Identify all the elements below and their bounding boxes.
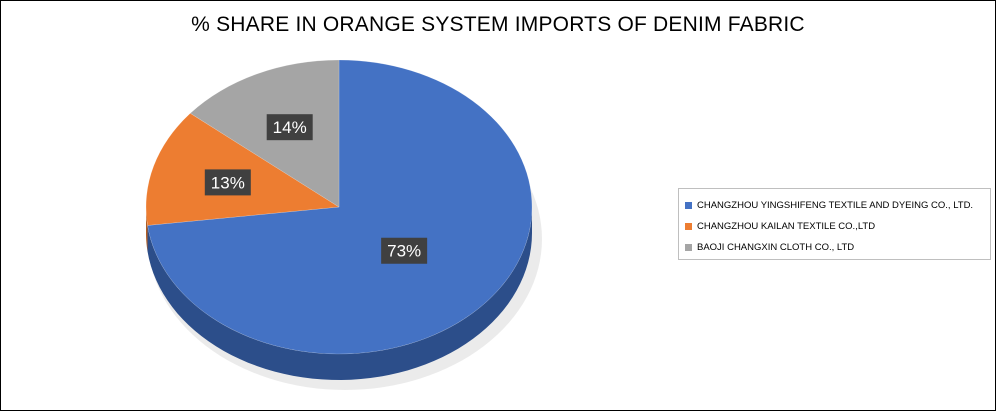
chart-legend: CHANGZHOU YINGSHIFENG TEXTILE AND DYEING…	[678, 188, 991, 260]
data-label-box-1	[381, 237, 428, 264]
legend-swatch-2	[685, 223, 692, 230]
legend-label-3: BAOJI CHANGXIN CLOTH CO., LTD	[697, 242, 855, 253]
pie-slice-3	[189, 59, 340, 208]
legend-item-2: CHANGZHOU KAILAN TEXTILE CO.,LTD	[679, 216, 990, 237]
data-label-3: 14%	[273, 118, 307, 137]
pie-side-2	[146, 207, 148, 252]
pie-slice-2	[145, 112, 340, 226]
legend-swatch-1	[685, 202, 692, 209]
legend-label-1: CHANGZHOU YINGSHIFENG TEXTILE AND DYEING…	[697, 200, 974, 211]
legend-label-2: CHANGZHOU KAILAN TEXTILE CO.,LTD	[697, 221, 876, 232]
data-label-2: 13%	[211, 173, 245, 192]
data-label-box-2	[204, 169, 251, 196]
legend-swatch-3	[685, 244, 692, 251]
chart-title: % SHARE IN ORANGE SYSTEM IMPORTS OF DENI…	[191, 13, 805, 36]
legend-item-3: BAOJI CHANGXIN CLOTH CO., LTD	[679, 237, 990, 258]
pie-slice-1	[147, 59, 533, 355]
data-label-box-3	[266, 114, 313, 141]
legend-item-1: CHANGZHOU YINGSHIFENG TEXTILE AND DYEING…	[679, 195, 990, 216]
pie-side-1	[147, 207, 533, 380]
data-label-1: 73%	[387, 242, 421, 261]
